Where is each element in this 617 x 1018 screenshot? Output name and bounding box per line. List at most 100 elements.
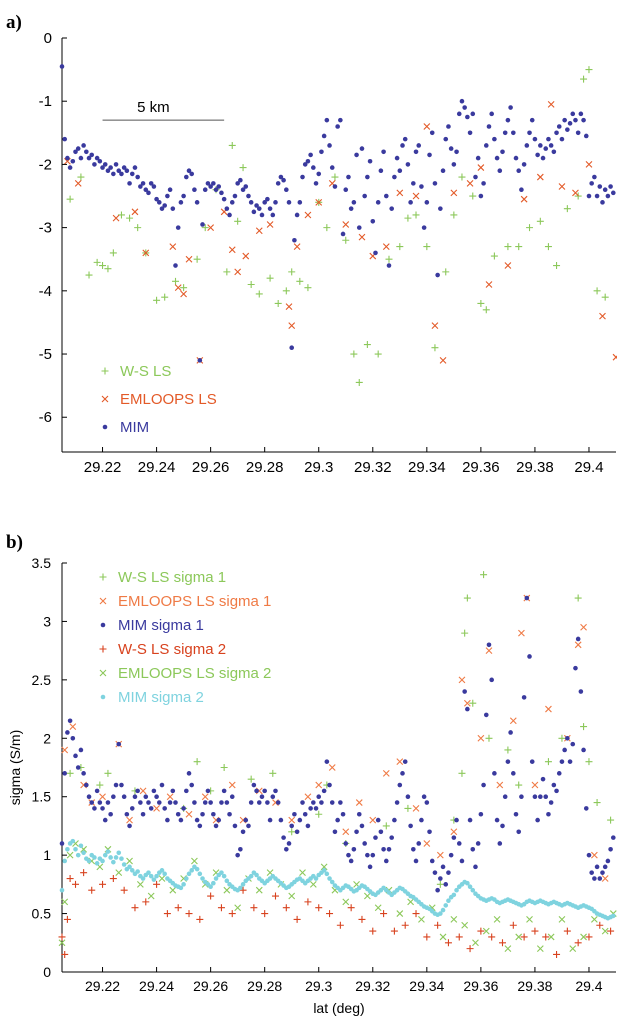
panel-b-point [477, 927, 485, 935]
panel-a-point [402, 136, 408, 142]
panel-a-point [170, 206, 176, 211]
panel-a-point [153, 296, 161, 304]
panel-b-point [400, 771, 405, 776]
panel-a-point [238, 177, 243, 183]
panel-a-legend-label: EMLOOPS LS [120, 391, 217, 408]
panel-b-point [235, 852, 240, 858]
panel-b-point [358, 915, 366, 923]
panel-b-x-tick-label: 29.22 [85, 978, 120, 994]
panel-b-point [178, 817, 184, 823]
panel-a-point [93, 258, 101, 266]
panel-a-point [599, 312, 606, 320]
panel-a-point [570, 111, 576, 117]
panel-b-point [72, 880, 80, 888]
panel-b-point [481, 782, 486, 788]
panel-b-point [470, 887, 476, 893]
panel-a-point [351, 200, 357, 205]
panel-b-point [326, 910, 334, 918]
panel-b-point [470, 847, 476, 852]
panel-b-point [248, 873, 254, 879]
panel-b-y-tick-label: 0 [43, 964, 51, 980]
panel-b-point [369, 927, 377, 935]
panel-b-point [115, 869, 123, 877]
panel-a-point [85, 271, 93, 279]
panel-a-point [469, 192, 477, 200]
panel-b-point [590, 916, 598, 923]
panel-b-point [569, 945, 577, 953]
panel-b-point [216, 817, 222, 823]
panel-b-point [592, 876, 597, 881]
panel-b-point [58, 939, 66, 947]
panel-b-point [86, 858, 92, 864]
panel-a-point [77, 173, 85, 181]
panel-b-point [211, 880, 216, 886]
panel-b-point [278, 817, 284, 823]
panel-b-point [109, 875, 117, 883]
panel-b-point [554, 788, 559, 794]
panel-b-point [61, 746, 69, 754]
panel-b-point [129, 806, 135, 811]
panel-a-point [382, 243, 390, 250]
panel-a-point [524, 143, 530, 148]
panel-b-point [116, 741, 122, 747]
panel-b-x-tick-label: 29.38 [517, 978, 552, 994]
panel-b-point [463, 594, 471, 602]
panel-b-point [451, 835, 457, 840]
panel-b-point [126, 857, 133, 865]
panel-b-plot: 29.22 29.24 29.26 29.28 29.3 29.32 29.34 29.36 2… [7, 555, 617, 1016]
panel-b-point [485, 647, 493, 655]
panel-b-point [321, 868, 327, 873]
panel-b-point [153, 805, 160, 812]
panel-b-point [197, 823, 203, 829]
panel-b-point [147, 892, 155, 900]
panel-a-y-tick-label: -3 [39, 220, 52, 237]
panel-a-point [413, 149, 419, 155]
panel-b-point [94, 861, 100, 866]
panel-a-point [159, 206, 165, 211]
panel-a-point [313, 181, 319, 186]
panel-b-point [436, 880, 444, 888]
panel-a-point [219, 190, 224, 196]
panel-a-point [329, 165, 335, 170]
panel-a-point [286, 200, 292, 205]
panel-b-point [578, 689, 584, 694]
panel-b-point [243, 817, 249, 823]
panel-b-point [389, 835, 394, 840]
panel-b-point [69, 723, 77, 730]
panel-b-point [105, 800, 111, 805]
panel-a-point [586, 193, 592, 199]
panel-b-point [556, 771, 562, 776]
panel-b-point [135, 869, 140, 874]
panel-b-point [320, 863, 328, 871]
panel-a-point [202, 187, 208, 192]
panel-b-y-tick-label: 3 [43, 613, 51, 629]
panel-b-point [602, 864, 608, 870]
panel-b-point [313, 876, 319, 881]
panel-a-point [207, 224, 215, 232]
panel-b-point [254, 788, 259, 794]
panel-b-point [397, 782, 403, 788]
panel-b-point [531, 781, 539, 789]
panel-b-point [383, 858, 389, 864]
panel-a-point [459, 98, 465, 104]
panel-b-point [351, 847, 357, 852]
panel-a-point [593, 287, 601, 295]
panel-a-point [112, 214, 120, 222]
panel-b-point [138, 800, 143, 805]
panel-b-point [75, 765, 81, 770]
panel-b-point [607, 816, 615, 824]
panel-b-point [489, 677, 494, 683]
panel-b-legend-symbol [99, 669, 107, 677]
panel-b-point [346, 852, 351, 858]
panel-b-point [201, 793, 209, 801]
panel-b-point [224, 878, 230, 884]
panel-b-point [461, 629, 469, 637]
panel-a-point [470, 111, 476, 117]
panel-b-point [234, 904, 242, 912]
panel-a-point [194, 200, 200, 205]
panel-a-point [386, 263, 392, 268]
panel-b-point [467, 884, 473, 889]
panel-b-point [208, 800, 213, 805]
panel-a-point [296, 277, 304, 285]
panel-a-point [113, 162, 119, 167]
